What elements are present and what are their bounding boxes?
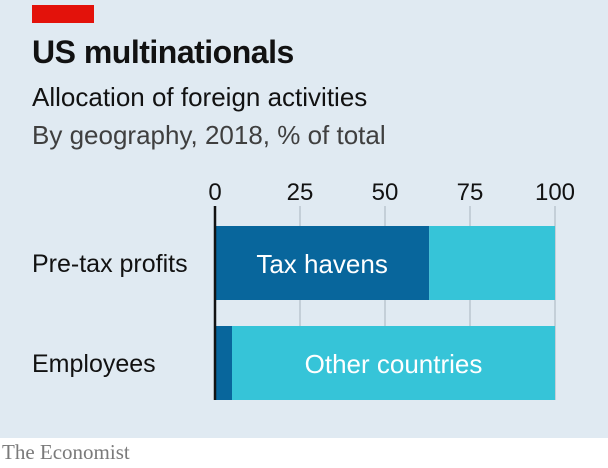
chart-title: US multinationals [32, 34, 294, 70]
brand-red-tag [32, 5, 94, 23]
chart-description: By geography, 2018, % of total [32, 120, 386, 150]
x-tick-label: 0 [208, 179, 221, 206]
x-tick-label: 100 [535, 179, 575, 206]
category-label: Employees [32, 350, 156, 378]
series-label: Tax havens [256, 249, 388, 279]
bar-segment [215, 226, 430, 300]
stacked-bar-chart: 0 25 50 75 100 Pre-tax profits Employees Tax ha… [32, 179, 575, 400]
bar-segment [232, 326, 555, 400]
chart-subtitle: Allocation of foreign activities [32, 82, 368, 112]
bar-segment [215, 326, 232, 400]
source-label: The Economist [2, 440, 130, 464]
category-label: Pre-tax profits [32, 250, 188, 278]
bar-segment [429, 226, 555, 300]
series-label: Other countries [305, 349, 483, 379]
x-tick-label: 75 [457, 179, 484, 206]
x-tick-label: 50 [372, 179, 399, 206]
x-tick-label: 25 [287, 179, 314, 206]
